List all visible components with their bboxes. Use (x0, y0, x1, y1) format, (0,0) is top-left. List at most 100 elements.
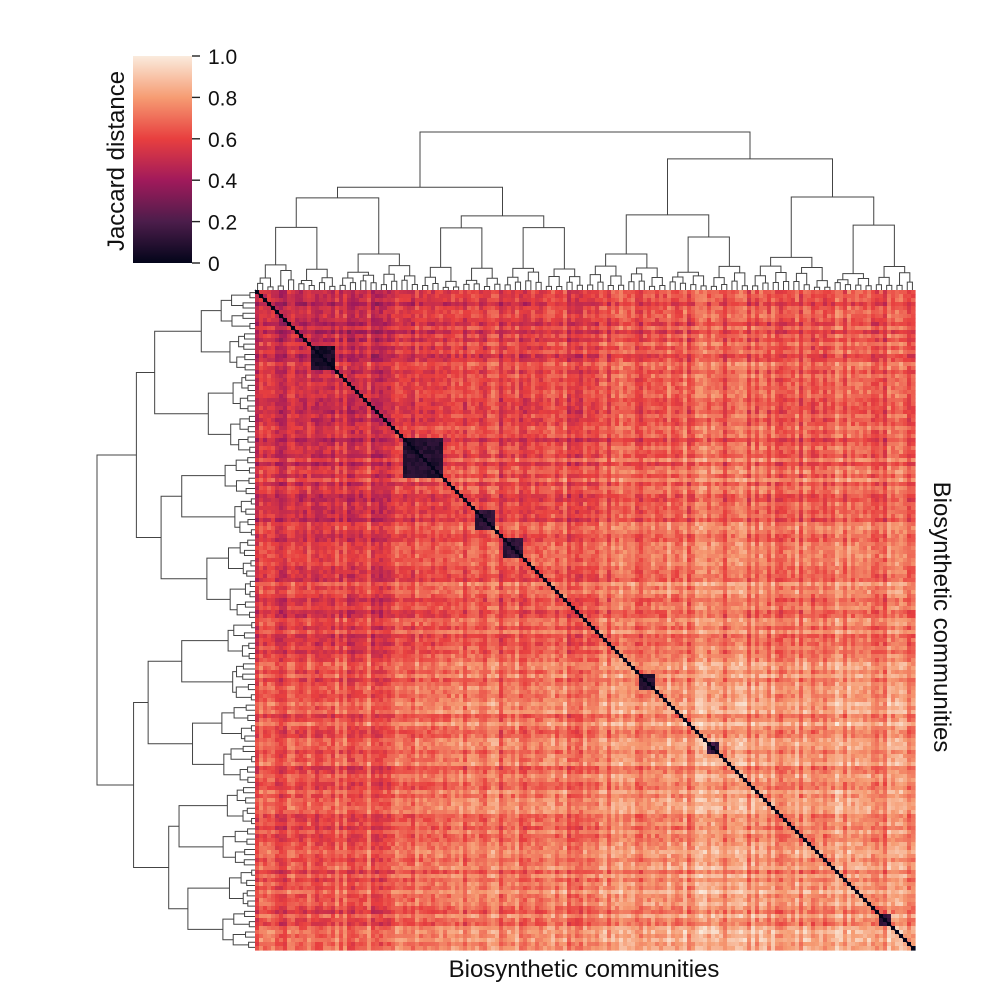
heatmap-cell (555, 334, 560, 339)
heatmap-cell (823, 358, 828, 363)
heatmap-cell (555, 362, 560, 367)
heatmap-cell (543, 370, 548, 375)
heatmap-cell (423, 342, 428, 347)
heatmap-cell (831, 294, 836, 299)
heatmap-cell (347, 302, 352, 307)
heatmap-cell (703, 330, 708, 335)
heatmap-cell (459, 322, 464, 327)
heatmap-cell (319, 386, 324, 391)
heatmap-cell (703, 374, 708, 379)
heatmap-cell (695, 394, 700, 399)
heatmap-cell (663, 306, 668, 311)
heatmap-cell (367, 374, 372, 379)
heatmap-cell (703, 342, 708, 347)
heatmap-cell (683, 378, 688, 383)
heatmap-cell (731, 342, 736, 347)
heatmap-cell (635, 322, 640, 327)
heatmap-cell (671, 358, 676, 363)
heatmap-cell (279, 346, 284, 351)
heatmap-cell (567, 298, 572, 303)
heatmap-cell (467, 390, 472, 395)
heatmap-cell (267, 322, 272, 327)
heatmap-cell (559, 386, 564, 391)
heatmap-cell (819, 326, 824, 331)
heatmap-cell (695, 362, 700, 367)
heatmap-cell (459, 342, 464, 347)
heatmap-cell (755, 314, 760, 319)
heatmap-cell (395, 362, 400, 367)
heatmap-cell (399, 370, 404, 375)
heatmap-cell (779, 386, 784, 391)
heatmap-cell (655, 402, 660, 407)
heatmap-cell (723, 398, 728, 403)
heatmap-cell (567, 402, 572, 407)
heatmap-cell (703, 314, 708, 319)
heatmap-cell (739, 342, 744, 347)
colorbar-tick-label: 0.2 (208, 212, 237, 235)
heatmap-cell (419, 366, 424, 371)
heatmap-cell (539, 302, 544, 307)
heatmap-cell (639, 314, 644, 319)
heatmap-cell (559, 358, 564, 363)
heatmap-cell (687, 298, 692, 303)
heatmap-cell (815, 338, 820, 343)
heatmap-cell (531, 290, 536, 295)
heatmap-cell (711, 342, 716, 347)
heatmap-cell (851, 390, 856, 395)
dendrogram-link (322, 278, 332, 287)
heatmap-cell (647, 318, 652, 323)
heatmap-cell (371, 386, 376, 391)
heatmap-cell (463, 330, 468, 335)
dendrogram-link (227, 795, 243, 816)
heatmap-cell (691, 362, 696, 367)
heatmap-cell (911, 386, 916, 391)
heatmap-cell (483, 318, 488, 323)
heatmap-cell (435, 402, 440, 407)
heatmap-cell (675, 326, 680, 331)
heatmap-cell (815, 306, 820, 311)
heatmap-cell (591, 358, 596, 363)
heatmap-cell (855, 290, 860, 295)
heatmap-cell (883, 354, 888, 359)
heatmap-cell (451, 378, 456, 383)
heatmap-cell (899, 290, 904, 295)
heatmap-cell (567, 290, 572, 295)
heatmap-cell (847, 334, 852, 339)
heatmap-cell (255, 382, 260, 387)
heatmap-cell (431, 370, 436, 375)
heatmap-cell (871, 310, 876, 315)
heatmap-cell (503, 290, 508, 295)
heatmap-cell (255, 386, 260, 391)
heatmap-cell (603, 382, 608, 387)
heatmap-cell (459, 318, 464, 323)
heatmap-cell (691, 358, 696, 363)
heatmap-cell (679, 390, 684, 395)
heatmap-cell (895, 298, 900, 303)
heatmap-cell (555, 346, 560, 351)
heatmap-cell (547, 402, 552, 407)
heatmap-cell (615, 390, 620, 395)
heatmap-cell (575, 378, 580, 383)
heatmap-cell (383, 398, 388, 403)
heatmap-cell (891, 306, 896, 311)
heatmap-cell (287, 358, 292, 363)
heatmap-cell (907, 310, 912, 315)
heatmap-cell (579, 402, 584, 407)
heatmap-cell (475, 378, 480, 383)
dendrogram-link (281, 271, 291, 286)
heatmap-cell (567, 386, 572, 391)
heatmap-cell (435, 362, 440, 367)
heatmap-cell (387, 322, 392, 327)
heatmap-cell (407, 346, 412, 351)
dendrogram-link (244, 860, 255, 865)
heatmap-cell (811, 374, 816, 379)
heatmap-cell (499, 386, 504, 391)
heatmap-cell (655, 366, 660, 371)
heatmap-cell (907, 334, 912, 339)
heatmap-cell (363, 366, 368, 371)
heatmap-cell (615, 314, 620, 319)
heatmap-cell (895, 398, 900, 403)
heatmap-cell (835, 398, 840, 403)
heatmap-cell (455, 382, 460, 387)
heatmap-cell (503, 294, 508, 299)
